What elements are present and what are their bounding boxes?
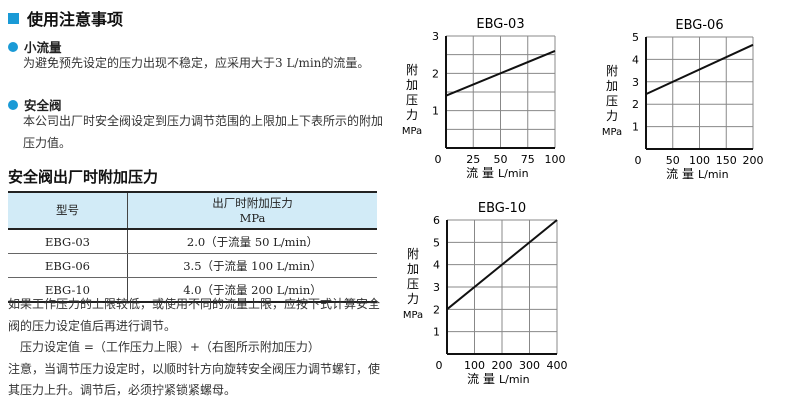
x-axis-unit: L/min	[698, 168, 729, 181]
note-heading: 安全阀	[8, 95, 62, 114]
x-tick-label: 100	[689, 154, 710, 167]
circle-bullet-icon	[8, 41, 18, 52]
chart-title: EBG-03	[476, 17, 524, 32]
x-tick-label: 0	[435, 153, 442, 166]
x-axis-label: 流 量	[466, 166, 494, 180]
y-tick-label: 5	[632, 31, 639, 44]
y-tick-label: 3	[433, 281, 440, 294]
y-axis-label-char: 压	[406, 93, 418, 107]
x-tick-label: 25	[466, 153, 480, 166]
chart-title: EBG-06	[675, 18, 723, 33]
x-tick-label: 75	[521, 153, 535, 166]
y-axis-unit: MPa	[602, 127, 622, 138]
y-tick-label: 2	[433, 303, 440, 316]
y-tick-label: 5	[433, 236, 440, 249]
square-bullet-icon	[8, 12, 19, 24]
x-tick-label: 400	[547, 359, 568, 372]
series-line	[446, 219, 558, 311]
y-axis-label-char: 力	[606, 109, 618, 123]
x-tick-label: 50	[494, 153, 508, 166]
x-tick-label: 200	[492, 359, 513, 372]
x-axis-unit: L/min	[499, 373, 530, 386]
x-tick-label: 150	[716, 154, 737, 167]
y-axis-label-char: 压	[606, 94, 618, 108]
x-tick-label: 200	[743, 154, 764, 167]
y-axis-label-char: 压	[407, 277, 419, 291]
y-axis-label-char: 力	[406, 108, 418, 122]
y-tick-label: 3	[432, 30, 439, 43]
y-tick-label: 4	[632, 53, 639, 66]
y-tick-label: 3	[632, 76, 639, 89]
y-tick-label: 1	[632, 121, 639, 134]
header-model: 型号	[8, 192, 128, 230]
y-axis-unit: MPa	[403, 310, 423, 321]
table-row: EBG-03 2.0（于流量 50 L/min）	[8, 229, 377, 254]
note-text: 本公司出厂时安全阀设定到压力调节范围的上限加上下表所示的附加压力值。	[23, 114, 384, 150]
series-line	[445, 50, 556, 97]
y-axis-label-char: 附	[407, 247, 419, 261]
y-tick-label: 1	[433, 326, 440, 339]
table-row: EBG-10 4.0（于流量 200 L/min）	[8, 277, 377, 302]
header-pressure: 出厂时附加压力 MPa	[127, 192, 377, 230]
x-tick-label: 0	[436, 359, 443, 372]
note-text: 为避免预先设定的压力出现不稳定，应采用大于3 L/min的流量。	[23, 56, 370, 70]
y-axis-label-char: 加	[406, 78, 418, 92]
note-heading: 小流量	[8, 37, 62, 56]
y-axis-label-char: 附	[406, 63, 418, 77]
table-row: EBG-06 3.5（于流量 100 L/min）	[8, 253, 377, 278]
y-axis-label-char: 加	[606, 79, 618, 93]
y-tick-label: 2	[632, 98, 639, 111]
series-line	[645, 43, 754, 96]
x-tick-label: 0	[635, 154, 642, 167]
x-axis-label: 流 量	[666, 167, 694, 181]
y-tick-label: 1	[432, 105, 439, 118]
x-tick-label: 300	[519, 359, 540, 372]
x-axis-label: 流 量	[467, 372, 495, 386]
y-axis-label-char: 加	[407, 262, 419, 276]
circle-bullet-icon	[8, 99, 18, 110]
y-tick-label: 4	[433, 259, 440, 272]
y-axis-label-char: 附	[606, 64, 618, 78]
x-tick-label: 100	[545, 153, 566, 166]
table-title: 安全阀出厂时附加压力	[8, 168, 159, 186]
chart-title: EBG-10	[478, 201, 526, 216]
y-axis-unit: MPa	[402, 126, 422, 137]
pressure-table: 型号 出厂时附加压力 MPa EBG-03 2.0（于流量 50 L/min） EB…	[8, 191, 377, 303]
x-tick-label: 100	[464, 359, 485, 372]
x-axis-unit: L/min	[498, 167, 529, 180]
x-tick-label: 50	[666, 154, 680, 167]
y-tick-label: 2	[432, 67, 439, 80]
body-text: 如果工作压力的上限较低，或使用不同的流量上限，应按下式计算安全阀的压力设定值后再…	[8, 297, 381, 397]
y-axis-label-char: 力	[407, 292, 419, 306]
table-header-row: 型号 出厂时附加压力 MPa	[8, 192, 377, 230]
y-tick-label: 6	[433, 214, 440, 227]
section-title: 使用注意事项	[8, 6, 123, 30]
